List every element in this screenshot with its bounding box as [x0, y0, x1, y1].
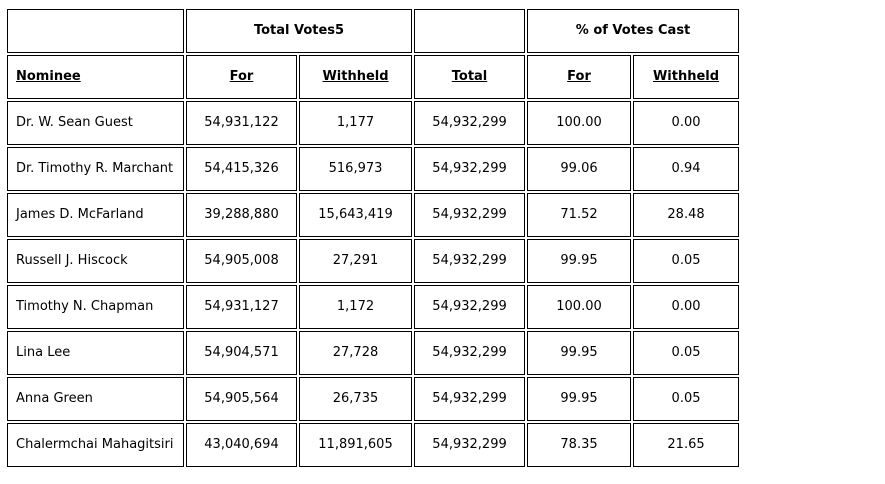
header-label-votes-total: Total: [451, 69, 488, 84]
votes-table: Total Votes5 % of Votes Cast Nominee For…: [5, 7, 741, 469]
nominee-cell: Russell J. Hiscock: [7, 239, 184, 283]
votes-withheld-cell: 11,891,605: [299, 423, 413, 467]
votes-withheld-cell: 1,172: [299, 285, 413, 329]
votes-for-cell: 54,415,326: [186, 147, 297, 191]
header-group-row: Total Votes5 % of Votes Cast: [7, 9, 740, 53]
votes-for-cell: 39,288,880: [186, 193, 297, 237]
nominee-cell: Dr. Timothy R. Marchant: [7, 147, 184, 191]
header-cell-votes-total: Total: [414, 55, 526, 99]
nominee-cell: Lina Lee: [7, 331, 184, 375]
table-row: Timothy N. Chapman 54,931,127 1,172 54,9…: [7, 285, 740, 329]
header-column-row: Nominee For Withheld Total For Withheld: [7, 55, 740, 99]
pct-for-cell: 99.95: [527, 377, 632, 421]
pct-for-cell: 99.06: [527, 147, 632, 191]
header-label-votes-withheld: Withheld: [322, 69, 389, 84]
header-label-votes-for: For: [229, 69, 254, 84]
votes-total-cell: 54,932,299: [414, 193, 526, 237]
header-label-pct-for: For: [567, 69, 591, 84]
header-label-pct-withheld: Withheld: [652, 69, 720, 84]
votes-withheld-cell: 516,973: [299, 147, 413, 191]
nominee-cell: Anna Green: [7, 377, 184, 421]
votes-for-cell: 43,040,694: [186, 423, 297, 467]
header-cell-pct-for: For: [527, 55, 632, 99]
header-group-total-votes: Total Votes5: [186, 9, 413, 53]
pct-for-cell: 99.95: [527, 239, 632, 283]
header-cell-nominee: Nominee: [7, 55, 184, 99]
votes-total-cell: 54,932,299: [414, 423, 526, 467]
pct-withheld-cell: 0.05: [633, 239, 740, 283]
pct-for-cell: 100.00: [527, 101, 632, 145]
votes-for-cell: 54,931,127: [186, 285, 297, 329]
pct-withheld-cell: 28.48: [633, 193, 740, 237]
pct-withheld-cell: 0.05: [633, 377, 740, 421]
votes-withheld-cell: 15,643,419: [299, 193, 413, 237]
nominee-cell: Dr. W. Sean Guest: [7, 101, 184, 145]
table-row: Chalermchai Mahagitsiri 43,040,694 11,89…: [7, 423, 740, 467]
votes-for-cell: 54,931,122: [186, 101, 297, 145]
pct-for-cell: 100.00: [527, 285, 632, 329]
votes-total-cell: 54,932,299: [414, 377, 526, 421]
table-row: Lina Lee 54,904,571 27,728 54,932,299 99…: [7, 331, 740, 375]
table-row: Dr. Timothy R. Marchant 54,415,326 516,9…: [7, 147, 740, 191]
pct-withheld-cell: 0.05: [633, 331, 740, 375]
header-cell-votes-for: For: [186, 55, 297, 99]
nominee-cell: Timothy N. Chapman: [7, 285, 184, 329]
votes-withheld-cell: 27,728: [299, 331, 413, 375]
votes-for-cell: 54,904,571: [186, 331, 297, 375]
pct-withheld-cell: 0.00: [633, 101, 740, 145]
votes-withheld-cell: 26,735: [299, 377, 413, 421]
pct-for-cell: 71.52: [527, 193, 632, 237]
pct-withheld-cell: 21.65: [633, 423, 740, 467]
nominee-cell: James D. McFarland: [7, 193, 184, 237]
votes-withheld-cell: 27,291: [299, 239, 413, 283]
header-cell-pct-withheld: Withheld: [633, 55, 740, 99]
votes-for-cell: 54,905,008: [186, 239, 297, 283]
header-spacer-nominee: [7, 9, 184, 53]
header-spacer-total: [414, 9, 526, 53]
table-row: James D. McFarland 39,288,880 15,643,419…: [7, 193, 740, 237]
header-label-nominee: Nominee: [16, 69, 81, 84]
votes-withheld-cell: 1,177: [299, 101, 413, 145]
votes-total-cell: 54,932,299: [414, 285, 526, 329]
pct-for-cell: 99.95: [527, 331, 632, 375]
table-row: Russell J. Hiscock 54,905,008 27,291 54,…: [7, 239, 740, 283]
votes-total-cell: 54,932,299: [414, 101, 526, 145]
votes-for-cell: 54,905,564: [186, 377, 297, 421]
header-group-pct-votes-cast: % of Votes Cast: [527, 9, 740, 53]
table-row: Anna Green 54,905,564 26,735 54,932,299 …: [7, 377, 740, 421]
pct-withheld-cell: 0.00: [633, 285, 740, 329]
nominee-cell: Chalermchai Mahagitsiri: [7, 423, 184, 467]
header-cell-votes-withheld: Withheld: [299, 55, 413, 99]
votes-total-cell: 54,932,299: [414, 239, 526, 283]
votes-total-cell: 54,932,299: [414, 147, 526, 191]
pct-for-cell: 78.35: [527, 423, 632, 467]
table-row: Dr. W. Sean Guest 54,931,122 1,177 54,93…: [7, 101, 740, 145]
votes-total-cell: 54,932,299: [414, 331, 526, 375]
pct-withheld-cell: 0.94: [633, 147, 740, 191]
